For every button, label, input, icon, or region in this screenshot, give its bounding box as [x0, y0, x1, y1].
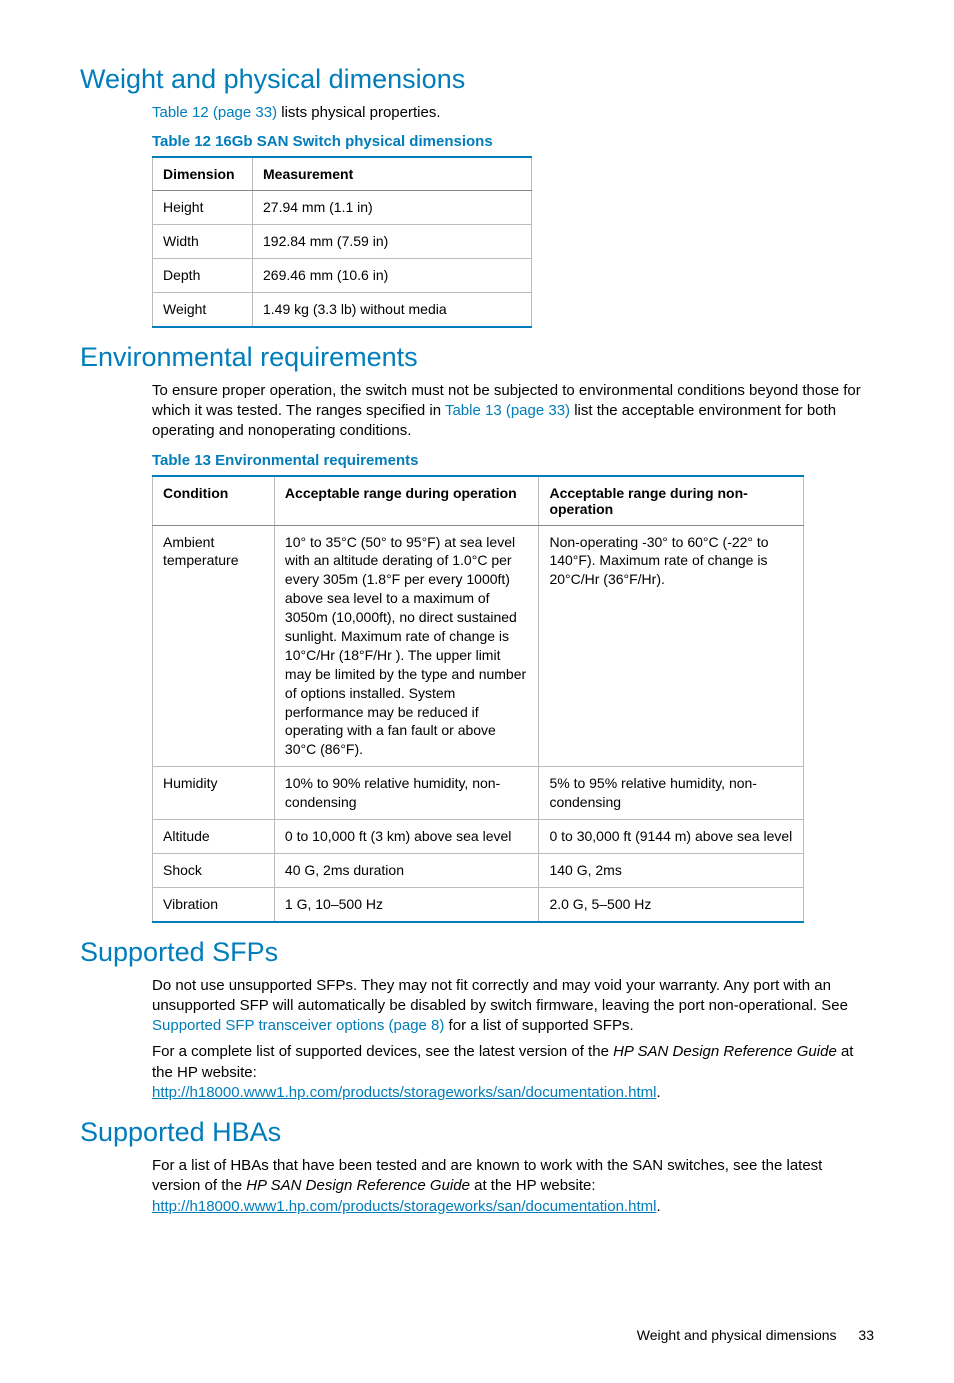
sect2-intro: To ensure proper operation, the switch m…	[152, 381, 874, 442]
cell: 269.46 mm (10.6 in)	[253, 259, 532, 293]
cell: 27.94 mm (1.1 in)	[253, 191, 532, 225]
cell: Width	[153, 225, 253, 259]
link-hp-san-docs-2[interactable]: http://h18000.www1.hp.com/products/stora…	[152, 1198, 656, 1215]
sect3-dot: .	[656, 1084, 660, 1101]
section1-body: Table 12 (page 33) lists physical proper…	[152, 103, 874, 328]
tbl13-h3: Acceptable range during non-operation	[539, 476, 804, 526]
section3-body: Do not use unsupported SFPs. They may no…	[152, 976, 874, 1104]
section2-body: To ensure proper operation, the switch m…	[152, 381, 874, 923]
tbl12-h2: Measurement	[253, 157, 532, 191]
sect4-p1i: HP SAN Design Reference Guide	[246, 1177, 470, 1194]
cell: 0 to 10,000 ft (3 km) above sea level	[274, 820, 539, 854]
sect4-p1: For a list of HBAs that have been tested…	[152, 1156, 874, 1217]
table-row: Weight1.49 kg (3.3 lb) without media	[153, 292, 532, 326]
link-sfp-options[interactable]: Supported SFP transceiver options (page …	[152, 1017, 444, 1034]
sect3-p2a: For a complete list of supported devices…	[152, 1043, 613, 1060]
sect3-p2: For a complete list of supported devices…	[152, 1042, 874, 1103]
tbl12-h1: Dimension	[153, 157, 253, 191]
cell: Vibration	[153, 887, 275, 921]
footer-title: Weight and physical dimensions	[637, 1327, 837, 1343]
sect3-p2i: HP SAN Design Reference Guide	[613, 1043, 837, 1060]
cell: 10% to 90% relative humidity, non-conden…	[274, 767, 539, 820]
cell: 40 G, 2ms duration	[274, 853, 539, 887]
cell: 5% to 95% relative humidity, non-condens…	[539, 767, 804, 820]
link-table12[interactable]: Table 12 (page 33)	[152, 104, 277, 121]
cell: Shock	[153, 853, 275, 887]
cell: 140 G, 2ms	[539, 853, 804, 887]
page-footer: Weight and physical dimensions 33	[80, 1327, 874, 1343]
table13-caption: Table 13 Environmental requirements	[152, 452, 874, 469]
table-row: Width192.84 mm (7.59 in)	[153, 225, 532, 259]
cell: Depth	[153, 259, 253, 293]
cell: Weight	[153, 292, 253, 326]
link-hp-san-docs-1[interactable]: http://h18000.www1.hp.com/products/stora…	[152, 1084, 656, 1101]
heading-sfps: Supported SFPs	[80, 937, 874, 968]
cell: Ambient temperature	[153, 525, 275, 767]
cell: Non-operating -30° to 60°C (-22° to 140°…	[539, 525, 804, 767]
table-row: Ambient temperature10° to 35°C (50° to 9…	[153, 525, 804, 767]
tbl13-h1: Condition	[153, 476, 275, 526]
table-row: Vibration1 G, 10–500 Hz2.0 G, 5–500 Hz	[153, 887, 804, 921]
table12: Dimension Measurement Height27.94 mm (1.…	[152, 156, 532, 328]
link-table13[interactable]: Table 13 (page 33)	[445, 402, 570, 419]
cell: 2.0 G, 5–500 Hz	[539, 887, 804, 921]
table-row: Height27.94 mm (1.1 in)	[153, 191, 532, 225]
cell: 0 to 30,000 ft (9144 m) above sea level	[539, 820, 804, 854]
heading-hbas: Supported HBAs	[80, 1117, 874, 1148]
page-number: 33	[858, 1327, 874, 1343]
page: Weight and physical dimensions Table 12 …	[0, 0, 954, 1383]
cell: 1 G, 10–500 Hz	[274, 887, 539, 921]
cell: Altitude	[153, 820, 275, 854]
section4-body: For a list of HBAs that have been tested…	[152, 1156, 874, 1217]
sect3-p1a: Do not use unsupported SFPs. They may no…	[152, 977, 848, 1014]
sect1-intro: Table 12 (page 33) lists physical proper…	[152, 103, 874, 123]
table-row: Humidity10% to 90% relative humidity, no…	[153, 767, 804, 820]
sect3-p1: Do not use unsupported SFPs. They may no…	[152, 976, 874, 1037]
cell: Height	[153, 191, 253, 225]
sect4-dot: .	[656, 1198, 660, 1215]
sect1-intro-text: lists physical properties.	[277, 104, 440, 121]
cell: 10° to 35°C (50° to 95°F) at sea level w…	[274, 525, 539, 767]
cell: Humidity	[153, 767, 275, 820]
heading-weight: Weight and physical dimensions	[80, 64, 874, 95]
tbl13-h2: Acceptable range during operation	[274, 476, 539, 526]
table12-caption: Table 12 16Gb SAN Switch physical dimens…	[152, 133, 874, 150]
heading-env: Environmental requirements	[80, 342, 874, 373]
sect4-p1b: at the HP website:	[470, 1177, 596, 1194]
cell: 1.49 kg (3.3 lb) without media	[253, 292, 532, 326]
table-row: Shock40 G, 2ms duration140 G, 2ms	[153, 853, 804, 887]
sect3-p1b: for a list of supported SFPs.	[444, 1017, 633, 1034]
table13: Condition Acceptable range during operat…	[152, 475, 804, 923]
table-row: Altitude0 to 10,000 ft (3 km) above sea …	[153, 820, 804, 854]
cell: 192.84 mm (7.59 in)	[253, 225, 532, 259]
table-row: Depth269.46 mm (10.6 in)	[153, 259, 532, 293]
